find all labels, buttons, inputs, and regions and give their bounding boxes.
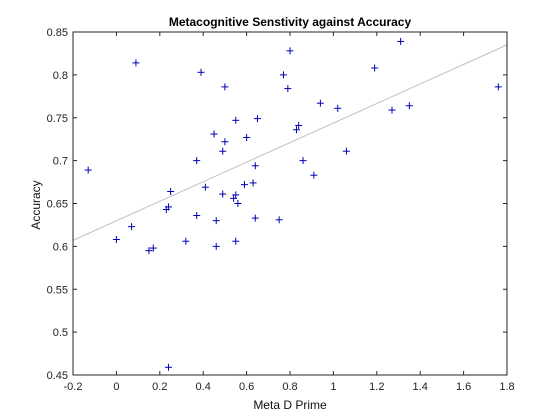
data-point bbox=[388, 106, 396, 114]
x-tick-label: 1.4 bbox=[413, 381, 428, 393]
data-point bbox=[275, 216, 283, 224]
data-point bbox=[299, 157, 307, 165]
x-tick-label: 1.6 bbox=[456, 381, 471, 393]
x-tick-label: 0.6 bbox=[239, 381, 254, 393]
y-tick-label: 0.45 bbox=[47, 370, 68, 382]
x-tick-label: 0.4 bbox=[196, 381, 211, 393]
data-point bbox=[182, 237, 190, 245]
x-tick-label: 1.8 bbox=[499, 381, 514, 393]
data-point bbox=[219, 147, 227, 155]
x-tick-label: 0.8 bbox=[282, 381, 297, 393]
data-point bbox=[279, 71, 287, 79]
data-point bbox=[201, 183, 209, 191]
trendline bbox=[72, 44, 508, 241]
data-point bbox=[295, 121, 303, 129]
x-axis-ticks: -0.2 0 0.2 0.4 0.6 0.8 1 1.2 1.4 1.6 1.8 bbox=[64, 32, 515, 393]
data-point bbox=[164, 363, 172, 371]
y-axis-ticks: 0.45 0.5 0.55 0.6 0.65 0.7 0.75 0.8 0.85 bbox=[47, 27, 507, 382]
data-point bbox=[232, 237, 240, 245]
data-point bbox=[212, 217, 220, 225]
data-point bbox=[221, 138, 229, 146]
y-tick-label: 0.65 bbox=[47, 199, 68, 211]
data-point bbox=[210, 130, 218, 138]
plot-area bbox=[73, 32, 507, 375]
data-point bbox=[193, 157, 201, 165]
data-point bbox=[284, 85, 292, 93]
data-point bbox=[293, 126, 301, 134]
x-tick-label: 0.2 bbox=[152, 381, 167, 393]
data-point bbox=[221, 83, 229, 91]
x-tick-label: 1 bbox=[330, 381, 336, 393]
data-point bbox=[397, 37, 405, 45]
data-point bbox=[243, 133, 251, 141]
y-tick-label: 0.8 bbox=[53, 70, 68, 82]
data-point bbox=[132, 59, 140, 67]
data-point bbox=[232, 116, 240, 124]
y-axis-label: Accuracy bbox=[29, 180, 43, 229]
data-point bbox=[249, 179, 257, 187]
data-point bbox=[164, 203, 172, 211]
data-point bbox=[286, 47, 294, 55]
x-axis-label: Meta D Prime bbox=[253, 398, 327, 412]
data-point bbox=[149, 244, 157, 252]
data-point bbox=[253, 115, 261, 123]
y-tick-label: 0.7 bbox=[53, 156, 68, 168]
data-point bbox=[251, 214, 259, 222]
data-point bbox=[212, 242, 220, 250]
data-point bbox=[342, 147, 350, 155]
trendline-layer bbox=[72, 44, 508, 241]
data-point bbox=[371, 64, 379, 72]
data-point bbox=[310, 171, 318, 179]
data-point bbox=[167, 187, 175, 195]
data-point bbox=[145, 247, 153, 255]
data-point bbox=[334, 104, 342, 112]
data-point bbox=[234, 200, 242, 207]
y-tick-label: 0.5 bbox=[53, 327, 68, 339]
data-point bbox=[251, 162, 259, 170]
data-point bbox=[494, 83, 502, 91]
data-point bbox=[405, 102, 413, 110]
y-tick-label: 0.85 bbox=[47, 27, 68, 39]
y-tick-label: 0.6 bbox=[53, 241, 68, 253]
x-tick-label: -0.2 bbox=[64, 381, 83, 393]
chart-title: Metacognitive Senstivity against Accurac… bbox=[169, 15, 412, 29]
data-point bbox=[128, 223, 136, 231]
data-point bbox=[240, 181, 248, 189]
data-point bbox=[232, 191, 240, 199]
data-point bbox=[84, 166, 92, 174]
y-tick-label: 0.75 bbox=[47, 113, 68, 125]
x-tick-label: 1.2 bbox=[369, 381, 384, 393]
data-point bbox=[193, 212, 201, 220]
data-point bbox=[219, 190, 227, 198]
data-point bbox=[197, 68, 205, 76]
y-tick-label: 0.55 bbox=[47, 284, 68, 296]
data-points-layer bbox=[84, 37, 502, 371]
data-point bbox=[316, 99, 324, 107]
x-tick-label: 0 bbox=[113, 381, 119, 393]
data-point bbox=[112, 236, 120, 244]
